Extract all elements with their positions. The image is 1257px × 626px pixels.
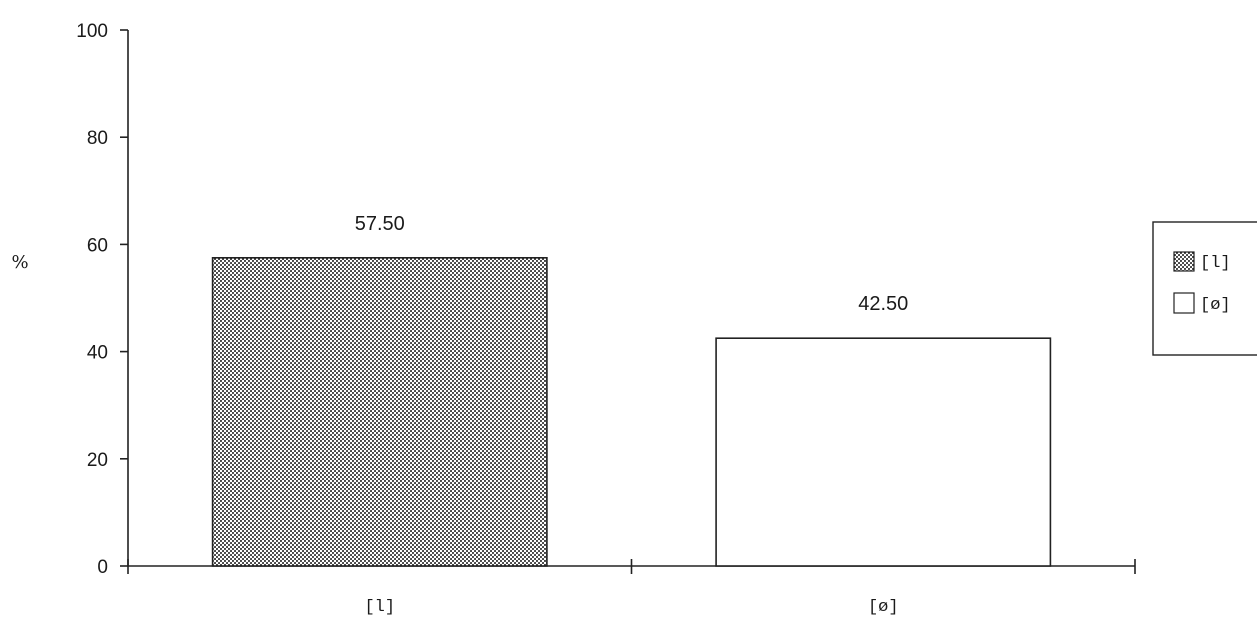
bar-value-label: 42.50 xyxy=(858,293,908,315)
y-axis: 0 20 40 60 80 100 xyxy=(76,21,129,578)
bar xyxy=(211,256,548,567)
legend-swatch-white xyxy=(1173,292,1195,314)
bar-value-label: 57.50 xyxy=(355,213,405,235)
y-tick-label: 60 xyxy=(87,235,108,256)
legend-swatch-dotted xyxy=(1173,251,1195,272)
y-tick-label: 40 xyxy=(87,343,108,364)
legend: [l] [ø] xyxy=(1152,221,1257,356)
y-tick-label: 20 xyxy=(87,450,108,471)
x-axis: [l] [ø] xyxy=(127,559,1136,617)
x-category-label: [l] xyxy=(364,598,395,617)
y-tick-label: 0 xyxy=(97,557,108,578)
data-labels: 57.50 42.50 xyxy=(355,213,909,315)
y-tick-label: 80 xyxy=(87,128,108,149)
y-axis-label: % xyxy=(11,252,28,273)
bar xyxy=(715,337,1052,567)
x-category-label: [ø] xyxy=(868,598,899,617)
bars xyxy=(211,256,1052,567)
y-tick-label: 100 xyxy=(76,21,108,42)
legend-label-2: [ø] xyxy=(1200,296,1231,315)
legend-box xyxy=(1152,221,1257,356)
legend-label-1: [l] xyxy=(1200,254,1231,273)
